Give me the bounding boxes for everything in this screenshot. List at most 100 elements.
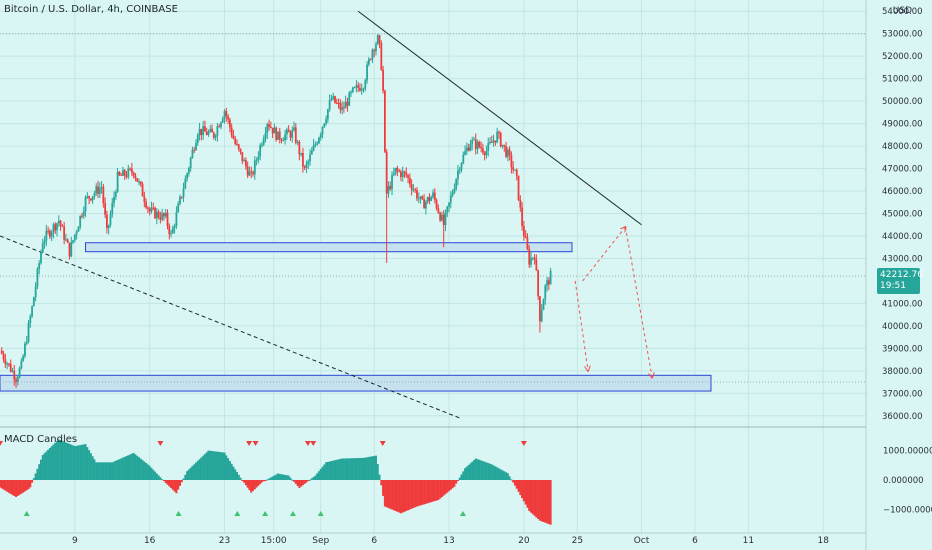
y-tick-label: 36000.00	[882, 412, 923, 422]
macd-bar	[195, 462, 198, 480]
time-axis[interactable]: 9 16 23 15:00 Sep 6 13 20 25 Oct 6 11 18	[72, 536, 829, 546]
candle-body	[6, 363, 9, 365]
candle-body	[521, 207, 523, 226]
macd-bar	[464, 468, 467, 480]
macd-bar	[328, 461, 331, 480]
candle-body	[31, 306, 33, 317]
macd-bar	[214, 451, 217, 480]
macd-bar	[455, 480, 458, 484]
candle-body	[410, 184, 413, 190]
macd-bar	[155, 473, 158, 480]
candle-body	[57, 220, 60, 224]
macd-bar	[102, 462, 105, 480]
y-tick-label: 41000.00	[882, 299, 923, 309]
candle-body	[81, 215, 83, 217]
macd-bar	[271, 476, 274, 480]
candle-body	[113, 196, 115, 203]
macd-bar	[526, 480, 529, 508]
price-axis[interactable]: 54000.00 53000.00 52000.00 51000.00 50000.00…	[882, 7, 923, 422]
candle-body	[312, 145, 315, 151]
macd-bar	[444, 480, 447, 495]
macd-bar	[31, 480, 34, 483]
macd-bar	[458, 477, 461, 480]
candle-body	[148, 208, 151, 212]
candle-body	[501, 144, 504, 147]
macd-bar	[366, 457, 369, 480]
candle-body	[234, 138, 237, 144]
macd-bar	[104, 462, 107, 480]
sell-signal-icon	[310, 441, 317, 446]
candle-body	[168, 225, 171, 235]
x-tick-label: 20	[518, 536, 530, 546]
candle-body	[252, 172, 254, 175]
macd-bar	[298, 480, 301, 488]
macd-bar	[432, 480, 434, 502]
candle-body	[519, 199, 522, 208]
macd-bar	[32, 478, 35, 480]
candle-body	[43, 240, 46, 244]
candle-body	[403, 171, 406, 173]
candle-body	[89, 198, 92, 201]
support-zones[interactable]	[0, 242, 712, 392]
candle-body	[453, 188, 456, 193]
macd-bar	[357, 458, 360, 480]
candle-body	[73, 234, 76, 241]
candle-body	[389, 186, 392, 190]
candle-body	[214, 135, 217, 138]
candle-body	[70, 242, 73, 257]
resistance-trendline	[357, 10, 642, 226]
macd-bar	[198, 459, 201, 480]
y-tick-label: 52000.00	[882, 52, 923, 62]
candle-body	[253, 160, 256, 175]
sell-signal-icon	[379, 441, 386, 446]
macd-bar	[168, 480, 171, 487]
macd-bar	[474, 458, 477, 480]
macd-bar	[378, 474, 381, 480]
macd-bar	[239, 477, 242, 480]
candle-body	[65, 239, 67, 241]
macd-bar	[341, 458, 344, 480]
candle-body	[230, 127, 233, 136]
candle-body	[139, 181, 142, 185]
trendlines[interactable]	[0, 10, 642, 419]
candle-body	[97, 186, 99, 194]
macd-bar	[410, 480, 413, 509]
candle-body	[496, 131, 499, 143]
macd-bar	[316, 473, 319, 480]
candle-body	[202, 126, 205, 136]
macd-bar	[241, 480, 244, 481]
candle-body	[367, 59, 370, 65]
candle-body	[291, 130, 294, 138]
candle-body	[540, 310, 543, 322]
candle-body	[196, 134, 199, 144]
macd-bar	[148, 465, 151, 480]
y-tick-label: 51000.00	[882, 75, 923, 85]
candle-body	[257, 156, 260, 160]
candle-body	[492, 140, 495, 143]
projection-arrows[interactable]	[574, 227, 652, 378]
candle-body	[182, 188, 185, 197]
macd-bar	[70, 444, 73, 480]
candle-body	[143, 196, 146, 202]
candle-body	[221, 118, 224, 123]
candle-body	[487, 143, 490, 151]
candle-body	[489, 141, 491, 144]
candle-body	[514, 169, 516, 171]
candle-body	[86, 196, 89, 198]
macd-axis[interactable]: 1000.000000 0.000000 −1000.000000	[883, 447, 932, 516]
x-tick-label: 11	[743, 536, 754, 546]
candle-body	[394, 167, 397, 174]
macd-bar	[79, 445, 82, 480]
macd-bar	[426, 480, 429, 504]
macd-bar	[276, 473, 279, 480]
candle-body	[24, 343, 26, 357]
candle-body	[346, 101, 349, 106]
candle-body	[419, 196, 422, 199]
macd-bar	[326, 461, 329, 480]
candle-body	[107, 225, 110, 229]
candle-body	[408, 177, 411, 185]
macd-bar	[246, 480, 249, 488]
currency-label: USD	[892, 6, 912, 16]
